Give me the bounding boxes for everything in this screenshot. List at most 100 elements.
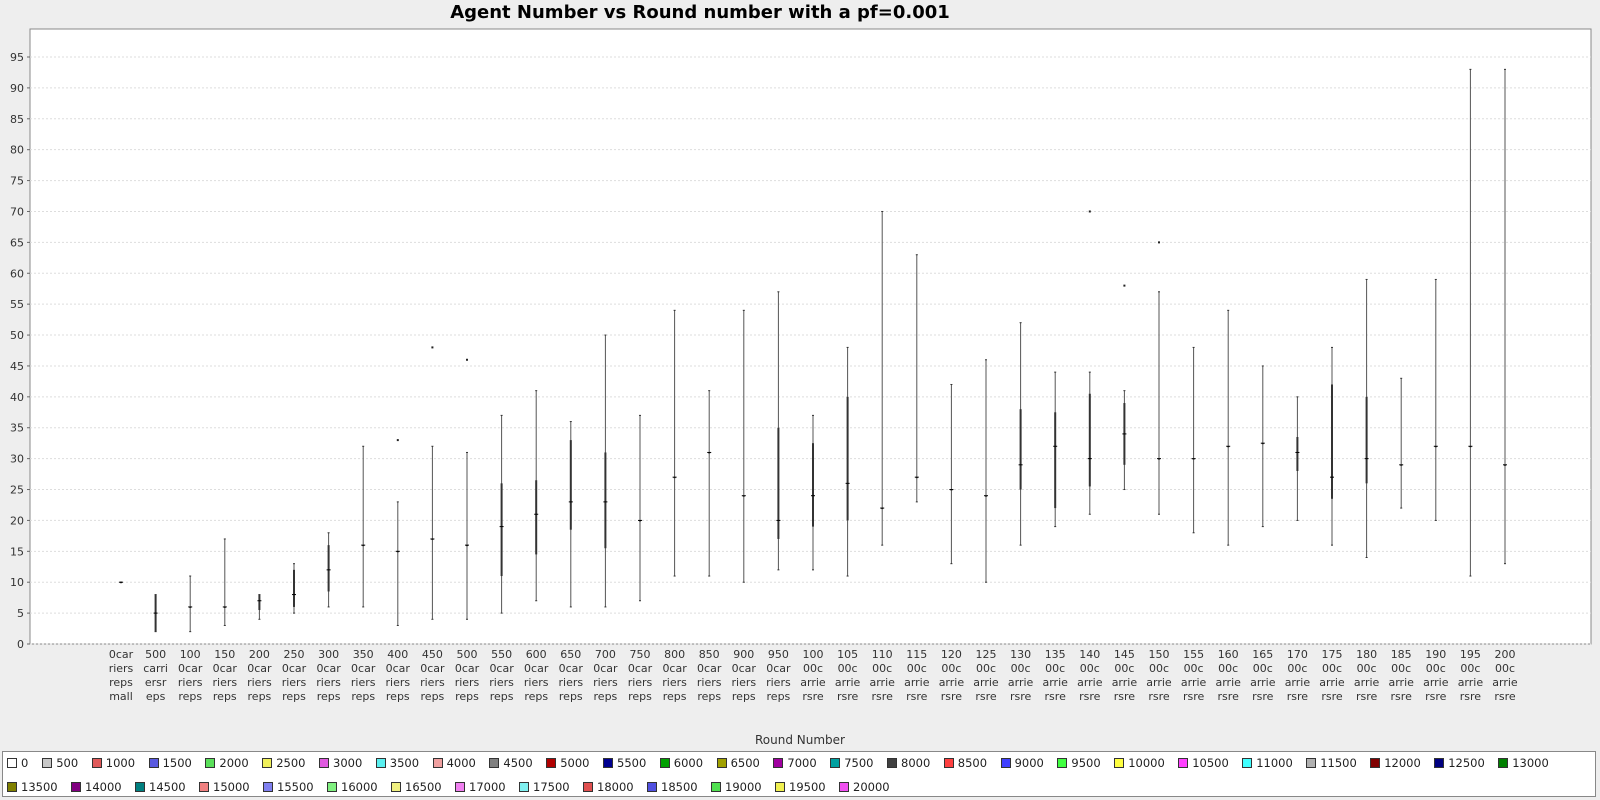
x-tick-label: arrie: [835, 676, 861, 689]
x-tick-label: riers: [489, 676, 514, 689]
x-tick-label: rsre: [906, 690, 928, 703]
legend-item: 5000: [546, 756, 589, 770]
x-tick-label: 650: [560, 648, 581, 661]
legend-item: 19500: [775, 780, 826, 794]
box-iqr: [327, 545, 330, 592]
x-tick-label: 115: [906, 648, 927, 661]
x-tick-label: rsre: [1425, 690, 1447, 703]
legend-label: 6500: [730, 756, 760, 770]
x-tick-label: arrie: [1250, 676, 1276, 689]
legend-item: 500: [42, 756, 78, 770]
chart-title: Agent Number vs Round number with a pf=0…: [450, 2, 950, 23]
x-tick-label: reps: [282, 690, 306, 703]
x-tick-label: 0car: [593, 662, 618, 675]
legend-swatch: [659, 758, 670, 768]
legend-swatch: [319, 758, 329, 768]
legend-swatch: [839, 782, 849, 792]
x-tick-label: 00c: [1495, 662, 1515, 675]
plot-area: [29, 28, 1592, 645]
box-iqr: [777, 427, 780, 539]
legend-label: 11500: [1320, 756, 1357, 770]
x-tick-label: 550: [491, 648, 512, 661]
legend-label: 8000: [901, 756, 931, 770]
x-tick-label: 450: [422, 648, 443, 661]
legend-label: 20000: [853, 780, 890, 794]
legend-item: 9000: [1000, 756, 1044, 770]
x-tick-label: riers: [593, 676, 618, 689]
x-tick-label: rsre: [1494, 690, 1516, 703]
x-tick-label: riers: [385, 676, 410, 689]
x-tick-label: arrie: [1388, 676, 1414, 689]
x-tick-label: 00c: [803, 662, 823, 675]
legend-item: 18500: [647, 780, 698, 794]
x-tick-label: 130: [1010, 648, 1031, 661]
box-iqr: [846, 396, 849, 521]
legend-item: 12000: [1370, 756, 1421, 770]
legend-label: 14500: [149, 780, 186, 794]
legend-item: 2500: [262, 756, 305, 770]
x-tick-label: 00c: [941, 662, 961, 675]
legend-item: 10000: [1114, 756, 1165, 770]
legend-swatch: [327, 782, 337, 792]
x-tick-label: 00c: [1218, 662, 1238, 675]
x-tick-label: reps: [628, 690, 652, 703]
x-tick-label: rsre: [1114, 690, 1136, 703]
legend-item: 10500: [1178, 756, 1229, 770]
legend-item: 9500: [1057, 756, 1101, 770]
x-tick-label: 0car: [351, 662, 376, 675]
legend-label: 9000: [1014, 756, 1044, 770]
x-tick-label: 350: [353, 648, 374, 661]
x-tick-label: 500: [457, 648, 478, 661]
legend-item: 7000: [773, 756, 817, 770]
legend-label: 17500: [533, 780, 570, 794]
x-tick-label: rsre: [1287, 690, 1309, 703]
x-tick-label: riers: [420, 676, 445, 689]
x-tick-label: rsre: [1218, 690, 1240, 703]
legend-label: 3500: [389, 756, 420, 770]
x-tick-label: riers: [109, 662, 134, 675]
legend-label: 2000: [219, 756, 249, 770]
x-tick-label: arrie: [1181, 676, 1207, 689]
outlier-point: [396, 439, 399, 442]
legend-label: 5000: [560, 756, 590, 770]
legend-label: 11000: [1256, 756, 1293, 770]
box-iqr: [812, 443, 814, 527]
legend-item: 6500: [716, 756, 760, 770]
x-tick-label: arrie: [800, 676, 826, 689]
x-tick-label: 0car: [524, 662, 549, 675]
legend-item: 1500: [148, 756, 192, 770]
x-tick-label: arrie: [973, 676, 999, 689]
x-tick-label: 0car: [559, 662, 584, 675]
legend-label: 7000: [787, 756, 817, 770]
legend-label: 2500: [276, 756, 306, 770]
x-tick-label: arrie: [1354, 676, 1380, 689]
legend-label: 1500: [162, 756, 192, 770]
legend: 0 500 1000 1500 2000 2500 3000 3500 4000 4500 5000…: [2, 751, 1596, 797]
legend-item: 12500: [1434, 756, 1485, 770]
legend-label: 13000: [1512, 756, 1549, 770]
y-tick-label: 15: [10, 545, 24, 558]
legend-item: 3500: [375, 756, 420, 770]
legend-item: 8500: [943, 756, 987, 770]
legend-label: 16500: [405, 780, 442, 794]
y-tick-label: 40: [10, 391, 24, 404]
box-iqr: [1054, 412, 1057, 509]
legend-label: 13500: [21, 780, 58, 794]
legend-swatch: [71, 782, 81, 792]
x-tick-label: 135: [1045, 648, 1066, 661]
box-iqr: [500, 483, 503, 577]
x-tick-label: riers: [766, 676, 791, 689]
x-tick-label: arrie: [1146, 676, 1172, 689]
legend-swatch: [148, 758, 159, 768]
box-plot: 051015202530354045505560657075808590950c…: [10, 28, 1592, 703]
x-tick-label: 00c: [1149, 662, 1169, 675]
legend-swatch: [647, 782, 657, 792]
legend-label: 14000: [85, 780, 122, 794]
x-tick-label: 155: [1183, 648, 1204, 661]
x-tick-label: 950: [768, 648, 789, 661]
x-tick-label: riers: [351, 676, 376, 689]
x-tick-label: arrie: [1077, 676, 1103, 689]
x-tick-label: arrie: [1458, 676, 1484, 689]
x-tick-label: 0car: [178, 662, 203, 675]
legend-swatch: [711, 782, 721, 792]
